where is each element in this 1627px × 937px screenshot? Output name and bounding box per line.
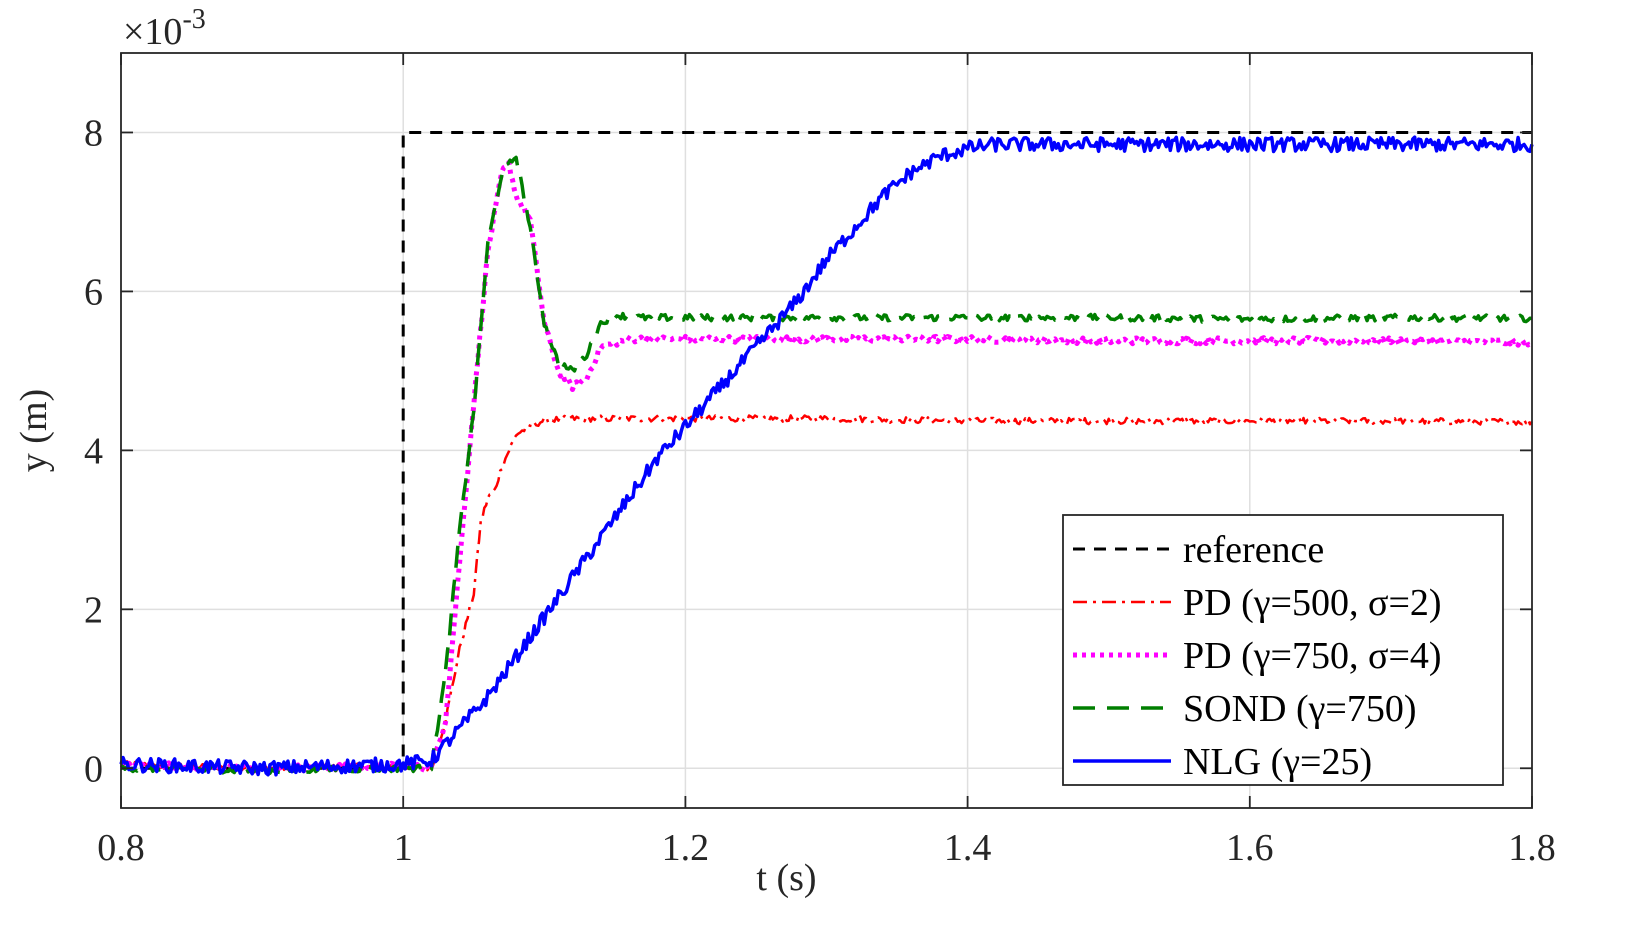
legend-label: SOND (γ=750) [1183,688,1417,730]
y-tick-label: 4 [84,430,103,472]
x-tick-label: 0.8 [97,827,145,869]
y-tick-label: 6 [84,271,103,313]
x-tick-label: 1.2 [662,827,710,869]
x-tick-label: 1 [394,827,413,869]
axes-box [120,52,1533,809]
y-tick-label: 2 [84,589,103,631]
legend-label: PD (γ=500, σ=2) [1183,582,1442,624]
x-axis-label: t (s) [756,857,816,899]
legend: reference PD (γ=500, σ=2) PD (γ=750, σ=4) S… [1062,514,1504,786]
y-tick-label: 0 [84,748,103,790]
legend-label: reference [1183,529,1324,571]
x-tick-label: 1.4 [944,827,992,869]
legend-box [1062,514,1504,786]
y-tick-label: 8 [84,112,103,154]
x-tick-label: 1.6 [1226,827,1274,869]
x-tick-label: 1.8 [1508,827,1556,869]
y-exponent-power: -3 [182,4,205,35]
legend-label: PD (γ=750, σ=4) [1183,635,1442,677]
series-nlg-25-line [119,135,1534,777]
series-group [119,131,1534,777]
legend-label: NLG (γ=25) [1183,741,1372,783]
y-axis-label: y (m) [13,389,55,472]
